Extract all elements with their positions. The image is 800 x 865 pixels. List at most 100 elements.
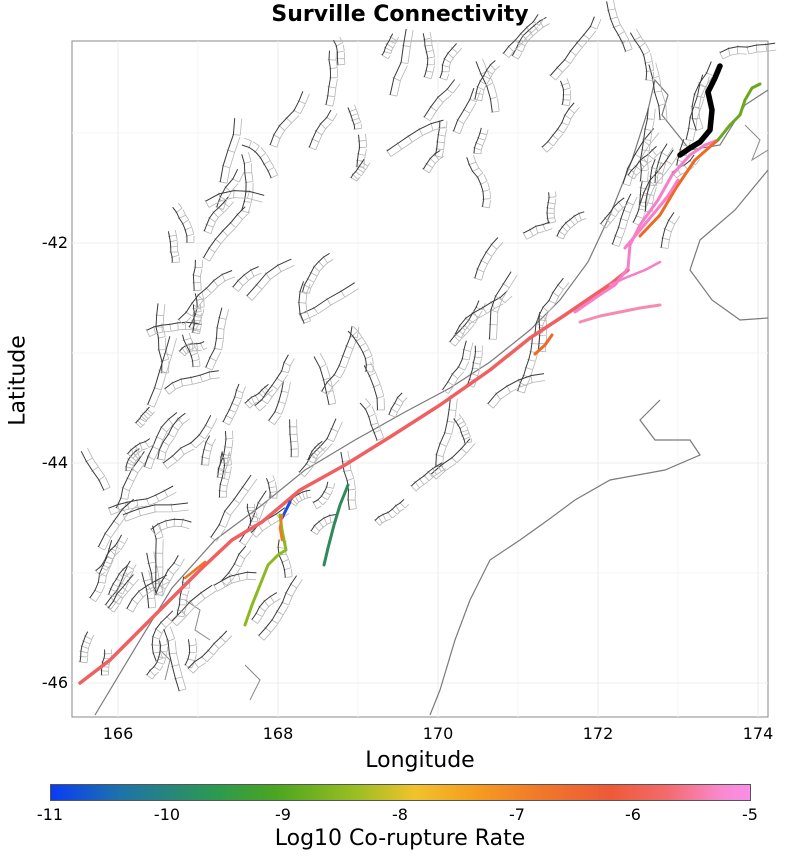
fault-patch — [268, 93, 310, 148]
fault-patch — [599, 200, 629, 229]
fault-trace — [146, 640, 162, 676]
fault-trace — [386, 119, 444, 152]
fault-patch — [204, 309, 229, 371]
fault-trace — [171, 584, 213, 622]
x-tick: 170 — [422, 724, 454, 743]
fault-patch — [473, 63, 501, 102]
fault-patch — [146, 338, 177, 408]
fault-trace — [217, 451, 223, 474]
fault-patch — [297, 283, 311, 325]
y-tick: -42 — [41, 233, 68, 252]
fault-trace — [489, 271, 512, 340]
fault-patch — [606, 0, 633, 53]
fault-patch — [320, 327, 360, 396]
fault-trace — [178, 270, 233, 320]
fault-patch — [202, 211, 251, 262]
fault-trace — [313, 356, 330, 405]
x-tick: 174 — [742, 724, 774, 743]
fault-patch — [134, 408, 155, 428]
fault-patch — [348, 104, 363, 130]
fault-patch — [266, 475, 278, 499]
fault-trace — [187, 630, 228, 669]
fault-patch — [472, 129, 489, 155]
fault-patch — [638, 108, 656, 183]
fault-trace — [350, 158, 365, 179]
fault-trace — [146, 321, 202, 331]
fault-patch — [467, 154, 491, 209]
fault-patch — [209, 478, 258, 542]
fault-trace — [210, 474, 252, 538]
fault-patch — [154, 304, 170, 374]
fault-trace — [453, 87, 475, 132]
fault-patch — [540, 106, 580, 153]
x-axis-label: Longitude — [365, 748, 475, 773]
fault-patch — [145, 638, 168, 680]
fault-trace — [627, 146, 657, 176]
fault-patch — [555, 211, 587, 240]
fault-patch — [341, 450, 357, 511]
fault-patch — [240, 152, 254, 213]
fault-trace — [374, 499, 405, 521]
fault-trace — [435, 397, 451, 467]
fault-patch — [422, 31, 436, 80]
fault-patch — [288, 489, 312, 507]
fault-patch — [84, 447, 111, 492]
fault-trace — [265, 478, 271, 498]
fault-trace — [308, 109, 332, 148]
colorbar-tick: -6 — [625, 805, 641, 824]
fault-patch — [718, 43, 777, 60]
fault-trace — [163, 628, 180, 692]
fault-patch — [204, 189, 263, 208]
fault-patch — [502, 17, 545, 58]
fault-trace — [423, 79, 456, 118]
fault-patch — [388, 29, 414, 97]
fault-trace — [632, 180, 643, 223]
fault-patch — [422, 83, 461, 122]
fault-patch — [301, 255, 334, 294]
fault-patch — [218, 118, 243, 184]
fault-trace — [347, 107, 356, 130]
rupture-alpine-main — [78, 268, 630, 685]
fault-patch — [453, 295, 513, 339]
colorbar-tick: -10 — [153, 805, 181, 824]
fault-trace — [550, 16, 595, 76]
fault-trace — [205, 190, 265, 202]
fault-patch — [126, 440, 154, 459]
fault-trace — [534, 277, 564, 333]
fault-patch — [122, 503, 189, 522]
fault-trace — [466, 157, 485, 207]
fault-trace — [333, 39, 339, 65]
fault-patch — [170, 590, 217, 627]
fault-trace — [147, 336, 171, 405]
fault-trace — [172, 206, 188, 243]
colorbar-tick: -9 — [275, 805, 291, 824]
fault-patch — [298, 421, 343, 478]
fault-trace — [560, 80, 565, 105]
fault-patch — [200, 438, 217, 466]
fault-trace — [307, 440, 323, 461]
fault-trace — [474, 237, 499, 279]
fault-patch — [488, 275, 518, 340]
fault-trace — [431, 438, 471, 475]
fault-trace — [422, 150, 441, 170]
fault-trace — [135, 406, 150, 424]
fault-trace — [141, 571, 150, 609]
rupture-wairau-orange — [638, 138, 720, 238]
x-tick: 166 — [102, 724, 134, 743]
fault-trace — [244, 384, 269, 404]
fault-patch — [306, 442, 327, 464]
fault-trace — [201, 435, 211, 465]
fault-trace — [108, 485, 174, 509]
fault-trace — [219, 118, 236, 183]
fault-trace — [246, 503, 252, 526]
rupture-alpine-north-pink — [573, 138, 720, 314]
fault-trace — [205, 307, 223, 368]
fault-trace — [639, 149, 674, 206]
fault-patch — [324, 51, 338, 107]
fault-patch — [143, 417, 182, 470]
fault-trace — [434, 120, 441, 157]
fault-patch — [318, 353, 337, 406]
fault-patch — [454, 413, 473, 444]
fault-trace — [422, 33, 429, 78]
fault-trace — [150, 518, 192, 530]
